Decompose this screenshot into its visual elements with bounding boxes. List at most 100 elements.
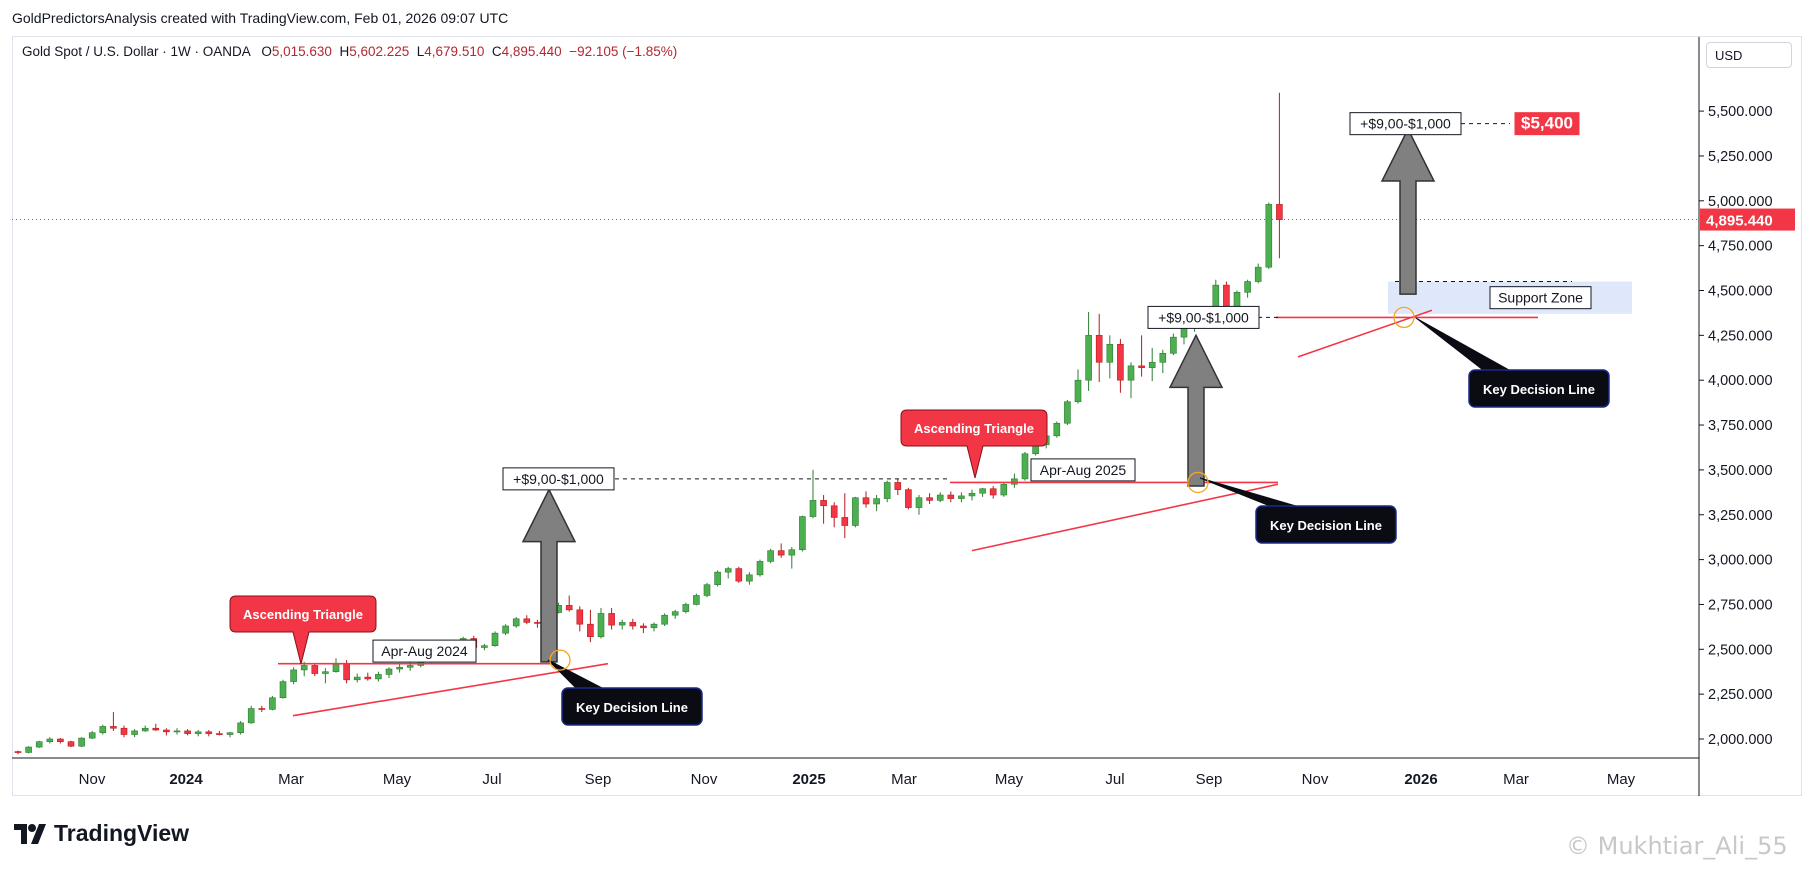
close-value: 4,895.440 bbox=[501, 44, 562, 59]
currency-button[interactable]: USD bbox=[1706, 42, 1792, 68]
candle-body bbox=[194, 731, 202, 734]
candle-body bbox=[640, 625, 647, 629]
target-label: +$9,00-$1,000 bbox=[1158, 309, 1249, 325]
candle-body bbox=[629, 622, 637, 627]
candle-body bbox=[1244, 281, 1251, 293]
candle-body bbox=[1170, 336, 1177, 354]
ascending-triangle-callout bbox=[229, 595, 377, 665]
candle-body bbox=[512, 618, 520, 627]
candle-body bbox=[958, 495, 965, 499]
candle-body bbox=[968, 492, 976, 497]
high-label: H bbox=[339, 44, 350, 59]
candle-body bbox=[894, 482, 902, 490]
change-value: −92.105 (−1.85%) bbox=[569, 44, 678, 59]
ascending-triangle-label: Ascending Triangle bbox=[243, 607, 363, 622]
candle-body bbox=[1053, 422, 1061, 437]
tradingview-logo-icon bbox=[14, 824, 46, 844]
candle-body bbox=[735, 568, 743, 582]
candle-body bbox=[396, 666, 403, 670]
chart-frame bbox=[12, 36, 1802, 796]
candle-body bbox=[67, 741, 75, 747]
key-decision-callout bbox=[1255, 505, 1397, 544]
rising-support-line bbox=[292, 662, 609, 717]
price-chart[interactable]: +$9,00-$1,000 +$9,00-$1,000 +$9,00-$1,000 A… bbox=[0, 0, 1814, 800]
candle-body bbox=[491, 632, 499, 647]
candle-body bbox=[597, 613, 605, 638]
candle-body bbox=[163, 729, 170, 733]
time-tick-label: Mar bbox=[891, 771, 917, 788]
candle-body bbox=[1138, 365, 1145, 368]
price-tick-label: 5,250.000 bbox=[1708, 149, 1773, 165]
candle-body bbox=[799, 516, 806, 551]
candle-body bbox=[364, 676, 372, 680]
key-decision-label: Key Decision Line bbox=[1483, 382, 1595, 397]
support-zone-label: Support Zone bbox=[1498, 290, 1583, 306]
candle-body bbox=[820, 500, 827, 507]
candle-body bbox=[565, 605, 573, 611]
candle-body bbox=[25, 746, 32, 753]
candle-body bbox=[587, 623, 594, 638]
breakout-marker bbox=[549, 649, 571, 671]
key-decision-label: Key Decision Line bbox=[1270, 518, 1382, 533]
time-tick-label: Nov bbox=[1302, 771, 1329, 788]
candle-body bbox=[1095, 335, 1103, 363]
candle-body bbox=[926, 497, 933, 501]
key-decision-pointer bbox=[1415, 317, 1511, 371]
breakout-marker bbox=[1187, 471, 1209, 494]
candle-body bbox=[300, 665, 308, 671]
candle-body bbox=[862, 497, 870, 505]
candle-body bbox=[576, 609, 584, 625]
candle-body bbox=[258, 708, 266, 710]
ascending-triangle-callout bbox=[900, 409, 1048, 479]
target-arrow bbox=[521, 487, 577, 663]
candle-body bbox=[809, 500, 817, 517]
candle-body bbox=[724, 568, 732, 573]
time-tick-label: Jul bbox=[482, 771, 501, 788]
candle-body bbox=[915, 497, 923, 508]
candle-body bbox=[481, 645, 488, 648]
time-tick-label: Mar bbox=[278, 771, 304, 788]
target-arrow bbox=[1380, 127, 1436, 295]
candle-body bbox=[1265, 204, 1273, 268]
candle-body bbox=[523, 618, 531, 623]
time-tick-label: Nov bbox=[691, 771, 718, 788]
support-zone-label-box bbox=[1489, 286, 1592, 310]
candle-body bbox=[608, 613, 615, 626]
price-tick-label: 4,500.000 bbox=[1708, 284, 1773, 300]
candle-body bbox=[936, 494, 944, 501]
price-tick-label: 5,500.000 bbox=[1708, 104, 1773, 120]
candle-body bbox=[502, 625, 509, 634]
target-label-box bbox=[502, 467, 615, 491]
candle-body bbox=[788, 549, 796, 556]
key-decision-callout bbox=[561, 687, 703, 726]
watermark-text: © Mukhtiar_Ali_55 bbox=[1566, 832, 1788, 860]
candle-body bbox=[979, 488, 986, 494]
last-price-tag bbox=[1700, 208, 1795, 231]
target-label: +$9,00-$1,000 bbox=[1360, 116, 1451, 132]
candle-body bbox=[14, 751, 22, 753]
price-tick-label: 3,000.000 bbox=[1708, 553, 1773, 569]
rising-support-line bbox=[1297, 309, 1433, 358]
candle-body bbox=[279, 681, 287, 699]
candle-body bbox=[767, 550, 774, 562]
candle-body bbox=[682, 604, 690, 612]
price-tick-label: 4,000.000 bbox=[1708, 373, 1773, 389]
breakout-marker bbox=[1393, 306, 1415, 329]
last-price-label: 4,895.440 bbox=[1706, 213, 1773, 230]
time-tick-label: May bbox=[995, 771, 1024, 788]
high-value: 5,602.225 bbox=[349, 44, 410, 59]
candle-body bbox=[385, 668, 393, 675]
symbol-name[interactable]: Gold Spot / U.S. Dollar · 1W · OANDA bbox=[22, 44, 251, 59]
key-decision-label: Key Decision Line bbox=[576, 700, 688, 715]
tradingview-logo[interactable]: TradingView bbox=[14, 820, 214, 850]
candle-body bbox=[237, 722, 244, 734]
candle-body bbox=[343, 663, 350, 681]
price-tick-label: 3,500.000 bbox=[1708, 463, 1773, 479]
time-tick-label: May bbox=[1607, 771, 1636, 788]
time-tick-label: 2026 bbox=[1404, 771, 1437, 788]
low-value: 4,679.510 bbox=[424, 44, 485, 59]
candle-body bbox=[852, 497, 859, 526]
target-label: +$9,00-$1,000 bbox=[513, 471, 604, 487]
symbol-legend[interactable]: Gold Spot / U.S. Dollar · 1W · OANDA O5,… bbox=[22, 44, 677, 59]
key-decision-callout bbox=[1468, 369, 1610, 408]
